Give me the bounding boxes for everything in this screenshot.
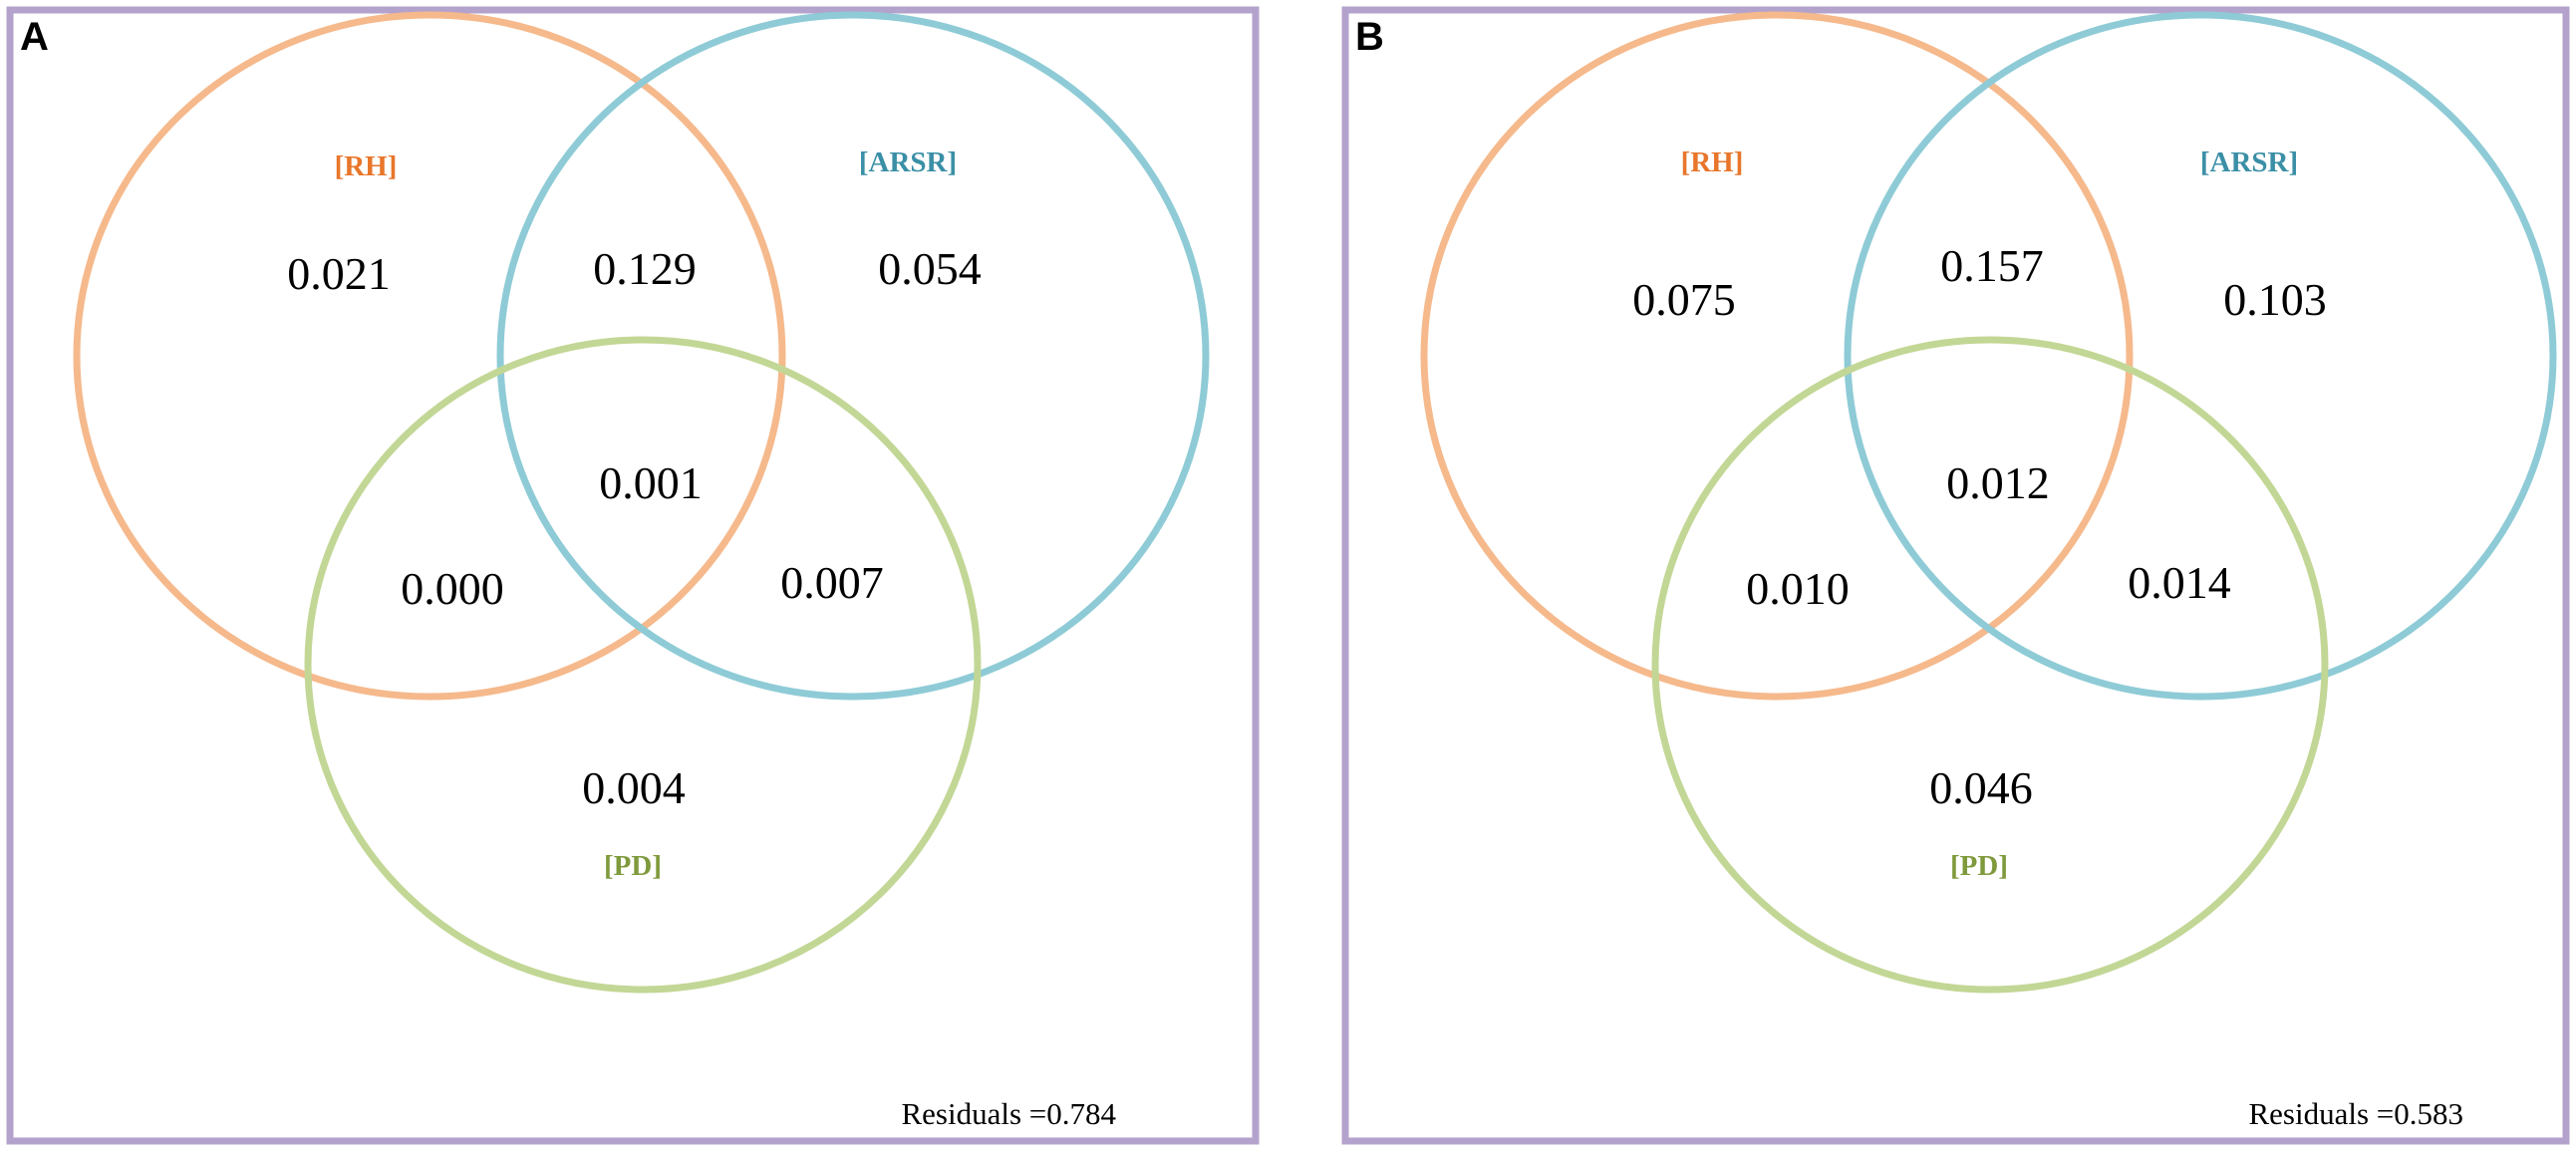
region-value-arsr-pd: 0.007 [780, 557, 884, 608]
residuals-label: Residuals =0.583 [2248, 1096, 2463, 1131]
panel-letter: B [1355, 15, 1384, 59]
set-label-pd: [PD] [1950, 850, 2008, 882]
region-value-pd-only: 0.046 [1929, 762, 2033, 813]
set-circle-rh [73, 11, 786, 701]
panel-a: A [RH] [ARSR] [PD] 0.021 0.129 0.054 0.0… [6, 6, 1260, 1145]
region-value-rh-arsr: 0.129 [593, 243, 697, 294]
region-value-pd-only: 0.004 [582, 762, 686, 813]
set-circle-arsr [1844, 11, 2557, 701]
set-label-rh: [RH] [335, 150, 398, 182]
region-value-all-three: 0.001 [599, 457, 703, 508]
region-value-all-three: 0.012 [1946, 457, 2050, 508]
panel-b: B [RH] [ARSR] [PD] 0.075 0.157 0.103 0.0… [1341, 6, 2570, 1145]
region-value-arsr-only: 0.054 [878, 243, 982, 294]
region-value-arsr-only: 0.103 [2223, 274, 2327, 325]
set-circle-arsr [496, 11, 1210, 701]
region-value-rh-only: 0.075 [1632, 274, 1736, 325]
panel-frame [6, 6, 1260, 1145]
region-value-rh-pd: 0.000 [401, 563, 504, 614]
set-label-pd: [PD] [604, 850, 662, 882]
residuals-label: Residuals =0.784 [901, 1096, 1116, 1131]
region-value-rh-arsr: 0.157 [1940, 240, 2044, 291]
set-label-arsr: [ARSR] [2200, 146, 2298, 178]
set-circle-rh [1420, 11, 2134, 701]
set-circle-pd [304, 336, 982, 994]
panel-letter: A [20, 15, 49, 59]
region-value-rh-pd: 0.010 [1746, 563, 1850, 614]
region-value-arsr-pd: 0.014 [2128, 557, 2231, 608]
set-circle-pd [1651, 336, 2329, 994]
set-label-rh: [RH] [1681, 146, 1744, 178]
region-value-rh-only: 0.021 [287, 248, 391, 299]
set-label-arsr: [ARSR] [859, 146, 957, 178]
panel-frame [1341, 6, 2570, 1145]
